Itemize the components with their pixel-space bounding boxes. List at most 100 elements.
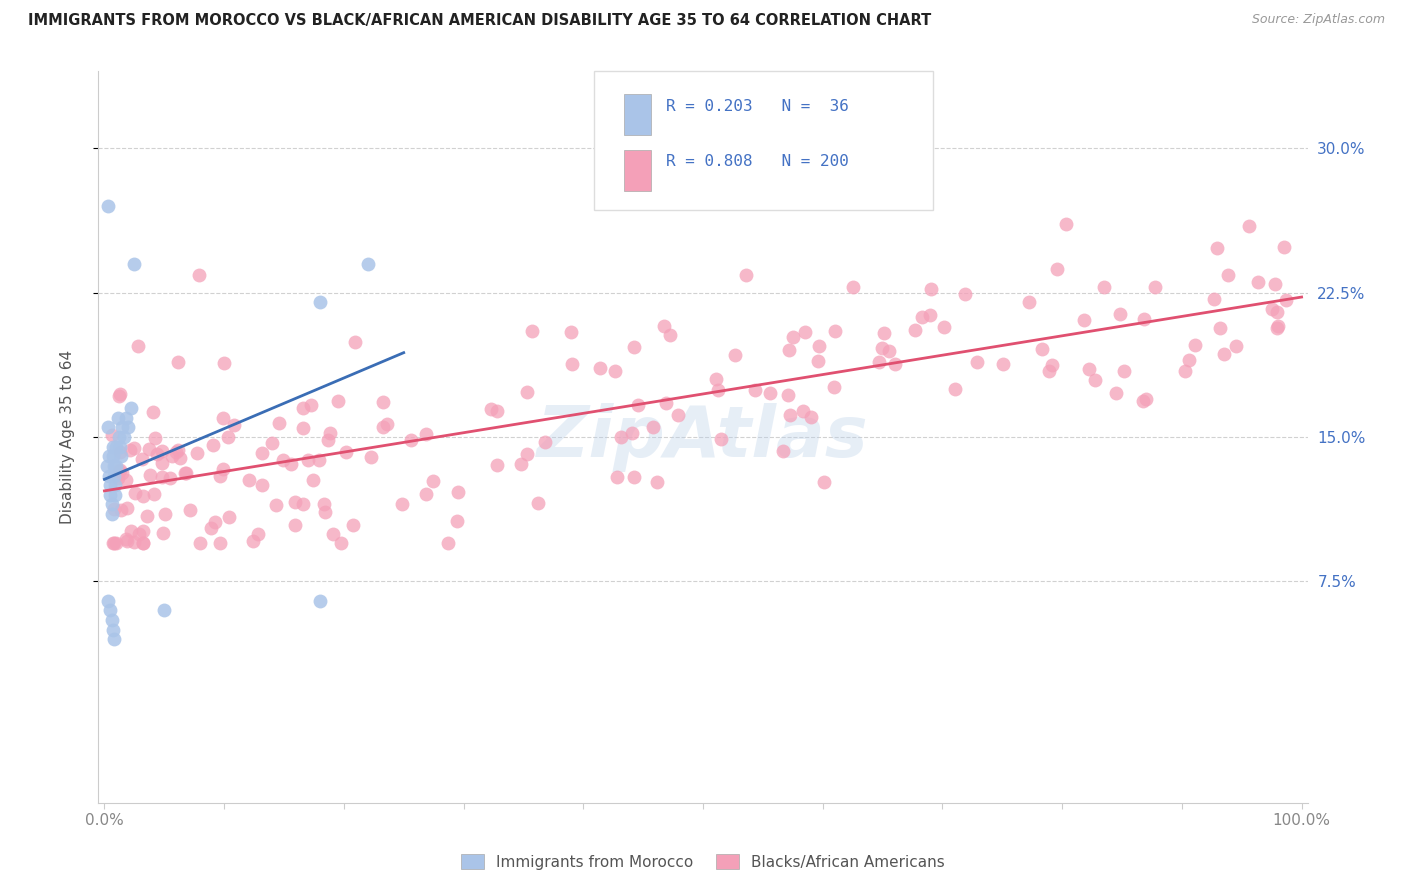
Point: [302, 474, 325, 488]
Point: [139, 468, 162, 483]
Text: R = 0.808   N = 200: R = 0.808 N = 200: [665, 154, 848, 169]
Point: [520, 325, 543, 339]
Point: [911, 310, 934, 324]
Point: [1105, 386, 1128, 401]
Point: [291, 421, 314, 435]
Point: [284, 517, 307, 532]
Point: [342, 517, 364, 532]
Point: [250, 478, 273, 492]
Point: [104, 536, 127, 550]
Point: [142, 405, 165, 419]
Point: [1018, 295, 1040, 310]
Point: [1073, 313, 1095, 327]
Point: [152, 526, 174, 541]
Point: [280, 457, 302, 471]
Point: [1135, 392, 1157, 406]
Point: [100, 603, 122, 617]
Legend: Immigrants from Morocco, Blacks/African Americans: Immigrants from Morocco, Blacks/African …: [454, 847, 952, 876]
Point: [319, 425, 342, 440]
Point: [399, 433, 422, 447]
Point: [115, 533, 138, 548]
Point: [132, 536, 155, 550]
Point: [1205, 242, 1227, 256]
Text: IMMIGRANTS FROM MOROCCO VS BLACK/AFRICAN AMERICAN DISABILITY AGE 35 TO 64 CORREL: IMMIGRANTS FROM MOROCCO VS BLACK/AFRICAN…: [28, 13, 931, 29]
Point: [706, 383, 728, 397]
Point: [115, 501, 138, 516]
Point: [1132, 394, 1154, 409]
Point: [122, 441, 145, 455]
Point: [360, 450, 382, 464]
Point: [710, 432, 733, 446]
Point: [143, 431, 166, 445]
Point: [252, 446, 274, 460]
Point: [1109, 307, 1132, 321]
Point: [823, 380, 845, 394]
Point: [101, 623, 124, 637]
Point: [100, 478, 122, 492]
Point: [100, 507, 122, 521]
Point: [515, 446, 537, 460]
Point: [1265, 305, 1288, 319]
Point: [391, 497, 413, 511]
Point: [560, 325, 582, 339]
Point: [297, 453, 319, 467]
Point: [422, 475, 444, 489]
Point: [1202, 292, 1225, 306]
Point: [1272, 240, 1295, 254]
Point: [415, 487, 437, 501]
Point: [152, 456, 174, 470]
Point: [589, 361, 612, 376]
Point: [1178, 352, 1201, 367]
Point: [309, 593, 332, 607]
Point: [132, 536, 155, 550]
Point: [103, 502, 125, 516]
Point: [872, 326, 894, 341]
Point: [131, 451, 153, 466]
Point: [437, 536, 460, 550]
Point: [103, 468, 125, 483]
Point: [1046, 262, 1069, 277]
Point: [97, 199, 120, 213]
Point: [146, 447, 169, 461]
Point: [605, 364, 627, 378]
Point: [486, 458, 509, 472]
Point: [479, 402, 502, 417]
Point: [375, 417, 398, 431]
Point: [107, 430, 129, 444]
Point: [97, 593, 120, 607]
Point: [188, 536, 211, 550]
Point: [792, 404, 814, 418]
Point: [920, 309, 942, 323]
Point: [264, 498, 287, 512]
Point: [868, 354, 890, 368]
Point: [292, 401, 315, 416]
Point: [1133, 312, 1156, 326]
Point: [344, 334, 367, 349]
Point: [124, 257, 146, 271]
Point: [934, 320, 956, 334]
Point: [415, 426, 437, 441]
Point: [371, 395, 394, 409]
Point: [759, 386, 782, 401]
Point: [103, 632, 125, 647]
Point: [842, 280, 865, 294]
Point: [142, 487, 165, 501]
Point: [162, 450, 184, 464]
Point: [1031, 342, 1053, 356]
Point: [1225, 339, 1247, 353]
Point: [128, 526, 150, 541]
Point: [808, 339, 831, 353]
Point: [120, 401, 142, 416]
Point: [335, 444, 357, 458]
Point: [1267, 318, 1289, 333]
Point: [96, 458, 118, 473]
Point: [1275, 293, 1298, 307]
Point: [322, 527, 344, 541]
Point: [1216, 268, 1239, 283]
Point: [108, 440, 131, 454]
Point: [271, 453, 294, 467]
Point: [204, 515, 226, 529]
Point: [132, 489, 155, 503]
Point: [1174, 363, 1197, 377]
Point: [108, 444, 131, 458]
